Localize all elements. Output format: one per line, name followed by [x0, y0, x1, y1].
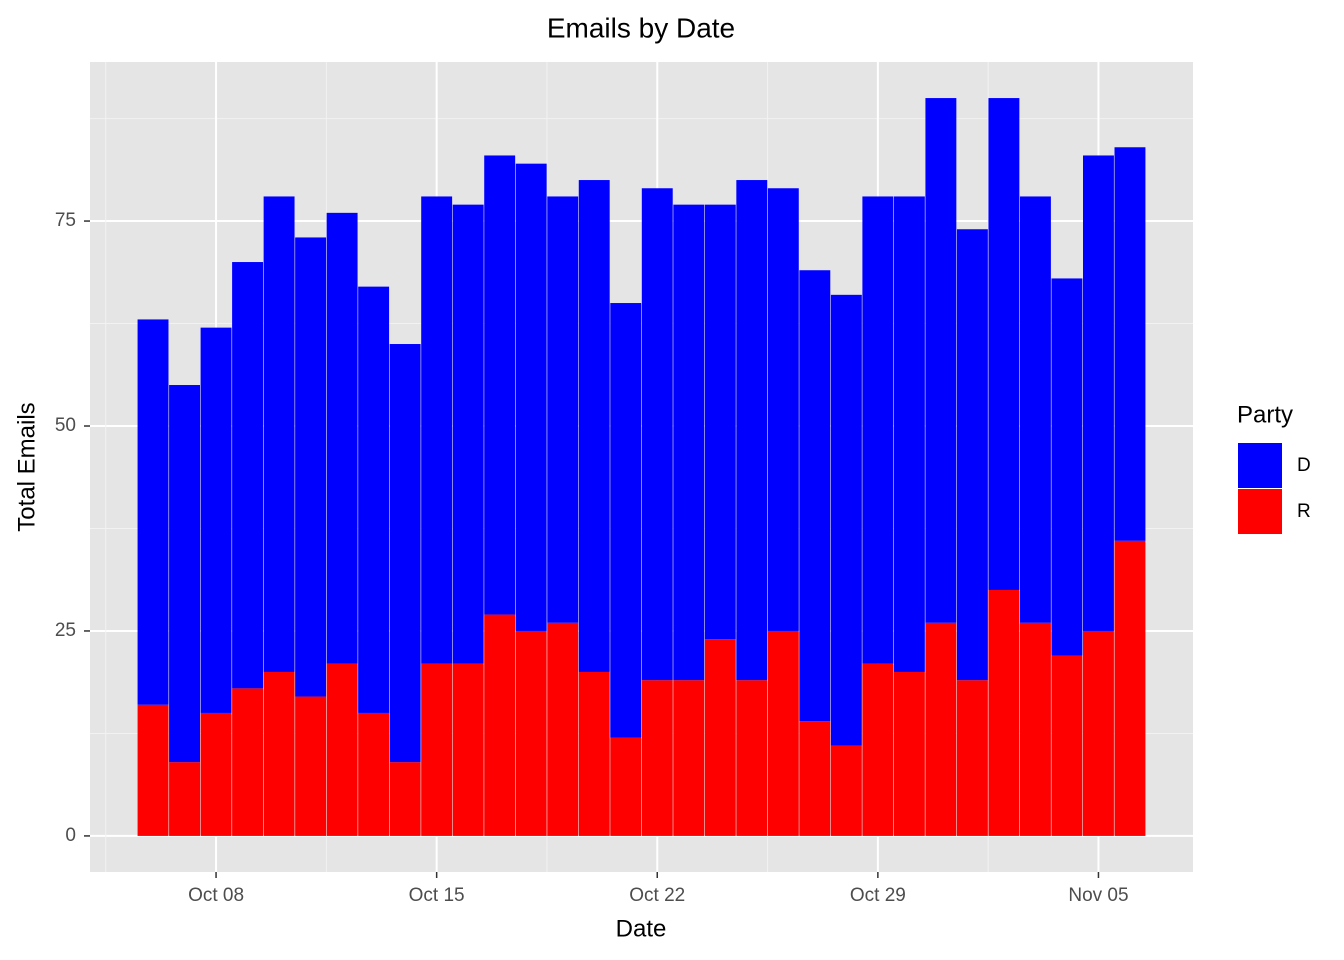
- bar: [736, 180, 768, 681]
- bar: [358, 712, 390, 836]
- legend-key: [1238, 489, 1282, 534]
- bar: [326, 212, 358, 664]
- bar: [988, 98, 1020, 590]
- bar: [169, 385, 200, 763]
- bar: [925, 98, 957, 623]
- y-tick-label: 0: [65, 825, 76, 846]
- legend-key: [1238, 443, 1282, 488]
- y-tick-label: 25: [55, 620, 76, 641]
- x-axis-title: Date: [616, 915, 667, 942]
- bar: [169, 762, 200, 836]
- bar: [956, 680, 988, 836]
- bar: [295, 237, 327, 697]
- bar: [956, 229, 988, 681]
- bar: [1051, 655, 1083, 836]
- bar: [263, 196, 295, 672]
- bar: [1019, 196, 1051, 623]
- bar: [263, 671, 295, 836]
- bar: [547, 622, 579, 836]
- bar: [515, 630, 547, 836]
- bar: [893, 196, 925, 672]
- bar: [988, 589, 1020, 836]
- y-axis-title: Total Emails: [13, 402, 40, 531]
- bar: [578, 180, 610, 672]
- bar: [641, 188, 673, 681]
- bar: [830, 294, 862, 746]
- bar: [641, 680, 673, 836]
- bar: [421, 663, 453, 836]
- chart-title: Emails by Date: [547, 12, 735, 43]
- bar: [389, 762, 421, 836]
- y-tick-label: 75: [55, 210, 76, 231]
- legend-title: Party: [1237, 401, 1293, 428]
- x-tick-label: Oct 08: [188, 885, 244, 906]
- bar: [358, 286, 390, 713]
- bar: [1019, 622, 1051, 836]
- bar: [232, 688, 264, 836]
- bar: [452, 663, 484, 836]
- bar: [704, 204, 736, 640]
- bar: [200, 712, 232, 836]
- x-tick-label: Oct 29: [850, 885, 906, 906]
- bar: [1083, 155, 1114, 631]
- x-tick-label: Nov 05: [1068, 885, 1128, 906]
- bar: [295, 696, 327, 836]
- bar: [767, 630, 799, 836]
- bar: [484, 155, 516, 615]
- bar: [232, 262, 264, 689]
- bar: [484, 614, 516, 836]
- bar: [799, 270, 831, 722]
- bar: [200, 327, 232, 713]
- bar: [925, 622, 957, 836]
- bar: [1114, 147, 1146, 541]
- bar: [452, 204, 484, 664]
- bar: [610, 303, 642, 738]
- legend-label: R: [1297, 501, 1311, 522]
- bar: [389, 344, 421, 763]
- bar: [515, 163, 547, 631]
- bar: [547, 196, 579, 623]
- bar: [326, 663, 358, 836]
- bar: [137, 319, 169, 705]
- bar: [862, 196, 894, 664]
- bar: [799, 721, 831, 836]
- bar: [1083, 630, 1114, 836]
- bar: [767, 188, 799, 631]
- bar: [673, 204, 705, 681]
- legend-label: D: [1297, 455, 1311, 476]
- bar: [673, 680, 705, 836]
- bar: [137, 704, 169, 836]
- x-tick-label: Oct 15: [409, 885, 465, 906]
- bar: [610, 737, 642, 836]
- y-tick-label: 50: [55, 415, 76, 436]
- bar: [1051, 278, 1083, 656]
- bar: [1114, 540, 1146, 836]
- bar: [578, 671, 610, 836]
- x-tick-label: Oct 22: [629, 885, 685, 906]
- bar: [704, 639, 736, 836]
- bar: [893, 671, 925, 836]
- bar: [736, 680, 768, 836]
- bar: [830, 745, 862, 836]
- bar: [421, 196, 453, 664]
- bar: [862, 663, 894, 836]
